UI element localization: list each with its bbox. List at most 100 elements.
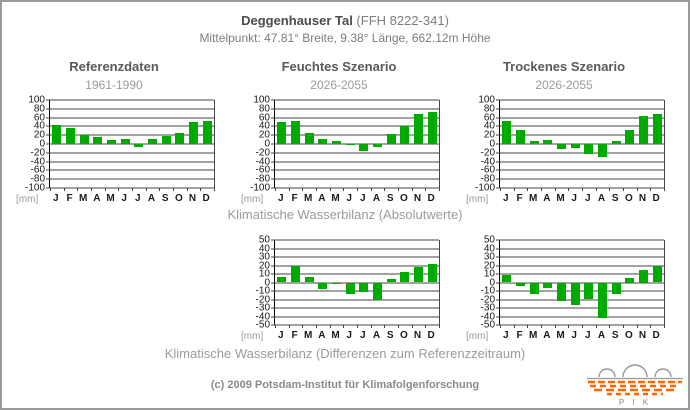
bar-month-10 <box>625 129 635 144</box>
bar-month-1 <box>52 125 62 144</box>
x-axis-tick <box>595 188 597 191</box>
month-label: F <box>516 330 523 341</box>
month-label: D <box>202 193 210 204</box>
x-axis-tick <box>554 188 556 191</box>
gridline <box>271 108 439 110</box>
month-label: A <box>372 193 381 204</box>
bar-month-10 <box>400 125 410 144</box>
bar-month-5 <box>331 140 341 144</box>
x-axis-tick <box>664 188 665 191</box>
bar-month-5 <box>331 282 341 285</box>
month-label: J <box>571 193 577 204</box>
y-axis-tick-label: -40 <box>480 156 495 168</box>
y-axis-tick-label: -40 <box>30 156 45 168</box>
month-label: A <box>93 193 101 204</box>
y-axis-tick-label: 40 <box>483 243 495 254</box>
x-axis-tick <box>623 188 624 191</box>
x-axis-tick <box>582 325 583 328</box>
y-axis-tick-label: 50 <box>483 234 495 246</box>
y-axis-tick-label: 20 <box>258 129 270 141</box>
y-axis-tick-label: -40 <box>255 156 270 168</box>
bar-month-8 <box>372 144 382 147</box>
caption-differenzen: Klimatische Wasserbilanz (Differenzen zu… <box>164 346 526 361</box>
y-axis-tick-label: -50 <box>255 319 270 331</box>
month-label: O <box>624 193 633 204</box>
bar-month-2 <box>515 282 525 286</box>
y-axis-tick-label: -40 <box>480 311 495 322</box>
month-label: M <box>556 193 565 204</box>
bar-month-6 <box>570 282 580 305</box>
x-axis-tick <box>411 188 413 191</box>
column-period: 2026-2055 <box>310 78 368 92</box>
bar-month-11 <box>638 115 648 144</box>
month-label: D <box>652 193 660 204</box>
y-axis-tick-label: 100 <box>253 94 270 106</box>
month-label: S <box>161 193 169 204</box>
x-axis-tick <box>664 325 665 328</box>
x-axis-tick <box>513 325 515 328</box>
bar-month-2 <box>515 129 525 144</box>
unit-label: [mm] <box>16 194 39 205</box>
gridline <box>496 99 664 101</box>
month-label: J <box>503 193 509 204</box>
x-axis-tick <box>288 188 290 191</box>
bar-month-10 <box>625 278 635 283</box>
gridline <box>271 248 439 249</box>
y-axis-tick-label: 50 <box>258 234 270 246</box>
x-axis-tick <box>541 325 542 328</box>
bar-month-9 <box>161 135 171 144</box>
x-axis-tick <box>357 325 358 328</box>
month-label: F <box>291 193 298 204</box>
y-axis: 100 80 60 40 20 0 -20 -40 -60 -80 -100 <box>465 95 495 194</box>
y-axis-tick-label: 10 <box>483 268 495 280</box>
gridline <box>271 152 439 154</box>
month-label: J <box>121 193 127 204</box>
unit-label: [mm] <box>241 194 264 205</box>
gridline <box>46 143 214 145</box>
x-axis-tick <box>439 325 440 328</box>
pik-logo: P I K <box>587 364 683 407</box>
month-label: J <box>278 330 284 341</box>
column-header-referenzdaten: Referenzdaten 1961-1990 <box>15 59 213 92</box>
x-axis-tick <box>398 188 399 191</box>
x-axis-tick <box>500 188 501 191</box>
bar-month-3 <box>304 277 314 283</box>
x-axis-tick <box>384 325 386 328</box>
bar-month-3 <box>529 140 539 144</box>
month-label: D <box>652 330 660 341</box>
bar-month-10 <box>175 133 185 144</box>
y-axis-tick-label: 40 <box>33 120 45 132</box>
month-label: A <box>372 330 381 341</box>
gridline <box>271 178 439 180</box>
gridline <box>496 134 664 136</box>
gridline <box>496 316 664 317</box>
y-axis-tick-label: 100 <box>28 94 45 106</box>
x-axis-tick <box>118 188 120 191</box>
bar-month-6 <box>345 144 355 145</box>
month-label: M <box>78 193 88 204</box>
bar-month-7 <box>584 282 594 299</box>
y-axis-tick-label: -10 <box>255 285 270 297</box>
column-header-feuchtes-szenario: Feuchtes Szenario 2026-2055 <box>240 59 438 92</box>
bar-month-2 <box>290 266 300 283</box>
y-axis-tick-label: -30 <box>480 302 495 314</box>
month-label: S <box>611 330 619 341</box>
month-label: M <box>556 330 565 341</box>
bar-month-5 <box>556 282 566 302</box>
x-axis-tick <box>370 188 372 191</box>
y-axis-tick-label: -100 <box>249 182 270 194</box>
x-axis-tick <box>159 188 161 191</box>
month-label: M <box>331 330 340 341</box>
month-label: S <box>386 193 394 204</box>
bar-month-1 <box>277 122 287 144</box>
month-label: O <box>399 193 408 204</box>
x-axis-tick <box>439 188 440 191</box>
bar-month-7 <box>359 282 369 292</box>
gridline <box>496 239 664 241</box>
month-label: N <box>638 193 647 204</box>
month-label: J <box>360 193 366 204</box>
